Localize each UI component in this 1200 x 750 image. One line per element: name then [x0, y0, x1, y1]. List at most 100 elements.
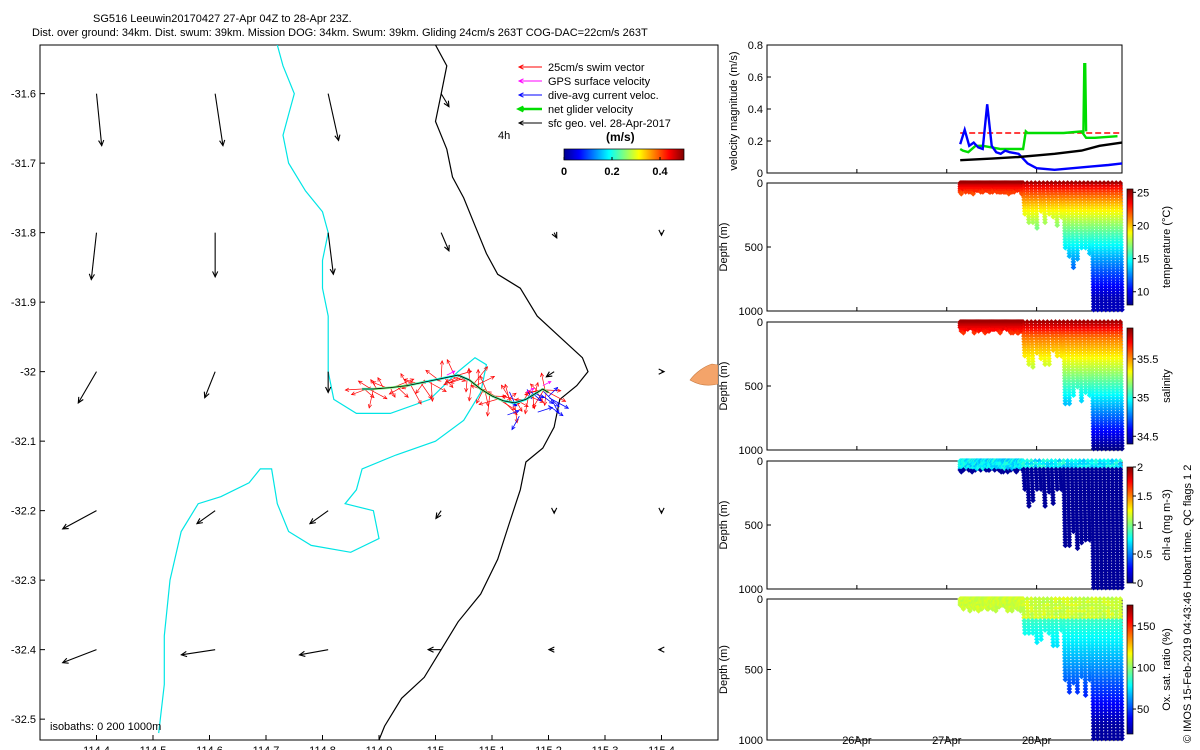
swim-vector-arrow-head [377, 376, 382, 382]
swim-vector-arrow-head [467, 396, 472, 402]
sfc-velocity-arrow [435, 510, 442, 520]
temperature-dot [1074, 256, 1081, 262]
swim-vector-arrow [534, 381, 539, 394]
swim-vector-arrow-head [479, 375, 484, 380]
salinity-colorbar-tick-label: 35.5 [1137, 354, 1158, 366]
isobath-1000m-line [378, 45, 589, 740]
sfc-velocity-arrow-shaft [214, 93, 224, 146]
swim-vector-arrow-head [446, 358, 451, 364]
swim-vector-arrow-head [344, 387, 350, 392]
sfc-velocity-arrow [657, 646, 665, 653]
sfc-velocity-arrow-shaft [546, 371, 555, 378]
sfc-velocity-arrow-shaft [95, 93, 103, 146]
swim-vector-arrow [425, 369, 438, 380]
sfc-velocity-arrow-shaft [327, 93, 340, 141]
sfc-velocity-arrow-head [308, 518, 316, 525]
land-patch [689, 363, 718, 386]
sfc-velocity-arrow [440, 93, 450, 108]
sfc-velocity-arrow-shaft [90, 232, 98, 280]
chla-y-tick-label: 0 [757, 456, 763, 468]
swim-vector-arrow-head [439, 359, 445, 365]
sfc-velocity-arrow-head [212, 271, 219, 279]
scale-label: 4h [498, 130, 510, 142]
swim-vector-arrow-head [512, 392, 517, 397]
velocity-frame [766, 44, 1123, 174]
sfc-velocity-arrow-shaft [327, 232, 334, 275]
salinity-y-label: Depth (m) [718, 362, 730, 411]
swim-vector-arrow [427, 381, 447, 392]
sfc-velocity-arrow-shaft [440, 93, 450, 107]
map-legend: 25cm/s swim vector GPS surface velocity di… [498, 62, 685, 178]
speed-colorbar [563, 148, 685, 161]
map-panel: 114.4 114.5 114.6 114.7 114.8 114.9 115 115.1 11… [11, 44, 719, 750]
isobath-200m-line [158, 45, 488, 734]
swim-vector-arrow-shaft [415, 381, 425, 394]
legend-arrow [517, 78, 542, 84]
sfc-velocity-arrow [551, 507, 558, 515]
swim-vector-arrow [410, 384, 422, 405]
sfc-velocity-arrow-head [547, 646, 555, 653]
legend-label: dive-avg current veloc. [548, 90, 659, 102]
sfc-velocity-arrow-head [334, 134, 341, 142]
temperature-y-tick-label: 500 [745, 242, 763, 254]
temperature-scatter [957, 180, 1125, 313]
swim-vector-arrow-head [443, 381, 449, 386]
swim-vector-arrow-head [461, 377, 467, 382]
speed-colorbar-tick-label: 0.2 [604, 166, 619, 178]
sfc-velocity-arrow [325, 371, 332, 394]
swim-vector-arrow-head [403, 378, 409, 383]
current-vector-arrow-shaft [541, 394, 554, 404]
map-x-tick-label: 114.9 [366, 745, 393, 750]
swim-vector-arrow-head [518, 407, 523, 413]
swim-vector-arrow [500, 384, 513, 403]
legend-label: sfc geo. vel. 28-Apr-2017 [548, 118, 671, 130]
current-vector-arrow-shaft [552, 401, 560, 414]
swim-vector-arrow-shaft [541, 373, 546, 391]
current-vector-arrow-shaft [530, 391, 542, 402]
sfc-velocity-arrow [212, 232, 219, 279]
swim-vector-arrow-head [415, 389, 420, 395]
current-vector-arrow [530, 391, 542, 402]
sfc-velocity-arrow [426, 646, 442, 653]
temperature-colorbar-label: temperature (°C) [1161, 206, 1173, 288]
swim-vector-arrow-shaft [345, 388, 363, 391]
current-vector-arrow [552, 401, 560, 415]
swim-vector-arrow-shaft [465, 378, 468, 392]
swim-vector-arrow-shaft [364, 388, 375, 398]
swim-vector-arrow [540, 372, 546, 391]
sfc-velocity-arrow-head [203, 391, 210, 399]
sfc-velocity-arrow-shaft [299, 649, 329, 656]
map-x-tick-label: 115 [427, 745, 445, 750]
current-vector-arrow-shaft [543, 391, 560, 407]
map-x-tick-label: 114.5 [140, 745, 167, 750]
swim-vector-arrow-head [428, 394, 433, 400]
sfc-velocity-arrow-head [61, 657, 69, 664]
swim-vector-arrow [464, 378, 469, 393]
sfc-velocity-arrow-head [325, 386, 332, 394]
map-x-tick-label: 115.4 [648, 745, 675, 750]
map-x-tick-label: 115.1 [479, 745, 506, 750]
current-vector-arrow-head [511, 425, 516, 431]
gps-velocity-arrow-shaft [542, 381, 552, 386]
oxygen-colorbar-tick-label: 100 [1137, 662, 1155, 674]
swim-vector-arrow-head [444, 378, 450, 383]
swim-vector-arrow-head [382, 395, 388, 400]
swim-vector-arrow-head [371, 381, 377, 386]
sfc-velocity-arrow [658, 229, 665, 237]
current-vector-arrow-head [548, 399, 554, 405]
swim-vector-arrow-shaft [501, 385, 513, 403]
current-vector-arrow-shaft [507, 410, 520, 416]
time-tick-label: 26Apr [842, 735, 872, 747]
current-vector-arrow-shaft [537, 407, 553, 413]
velocity-y-tick-label: 0.6 [748, 72, 763, 84]
velocity-panel: 0 0.2 0.4 0.6 0.8 velocity magnitude (m/s) [728, 40, 1123, 180]
current-vector-arrow [537, 406, 554, 413]
current-vector-arrow-head [555, 402, 560, 408]
sfc-velocity-arrow-shaft [77, 371, 97, 404]
sfc-velocity-arrow [203, 371, 216, 399]
swim-vector-arrow-head [417, 399, 422, 405]
chla-colorbar-tick-label: 1 [1137, 520, 1143, 532]
swim-vector-arrow-head [478, 401, 484, 406]
